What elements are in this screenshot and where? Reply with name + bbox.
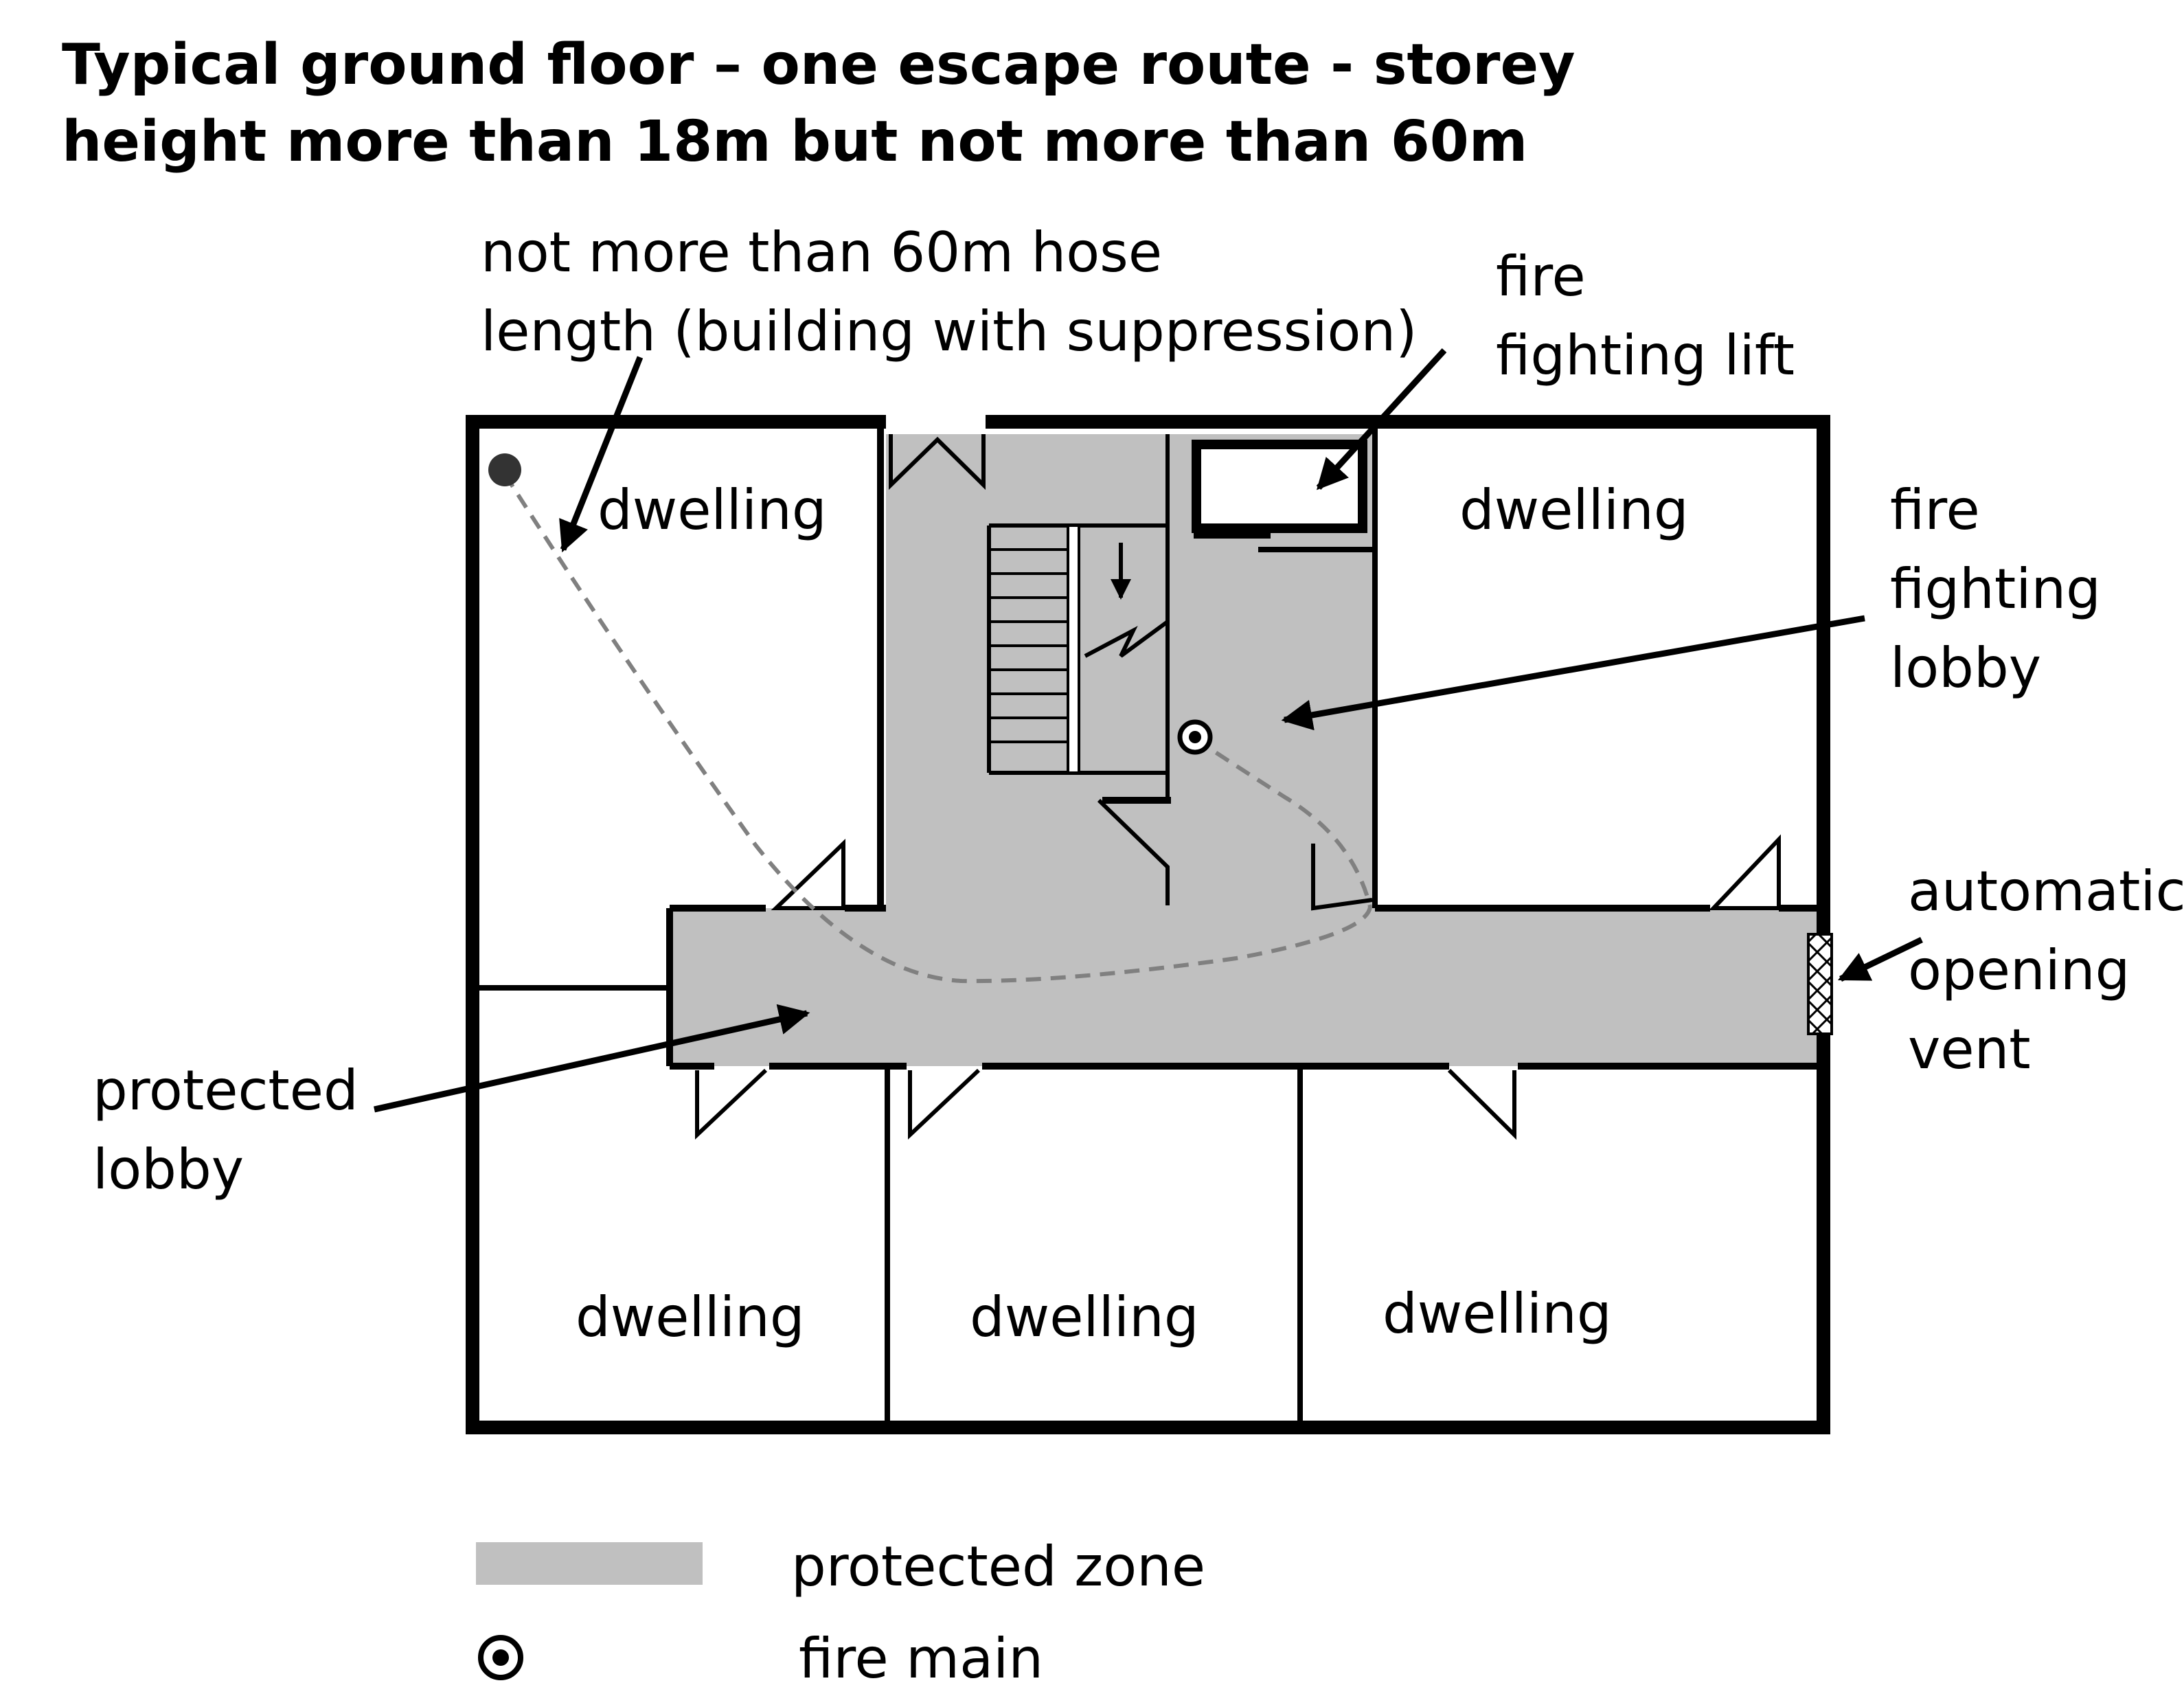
double-door-stair-entry [889,434,986,490]
vent-note-line-1: automatic [1908,859,2184,923]
automatic-opening-vent [1807,933,1833,1035]
hose-route-dashed-line [503,473,1373,984]
hose-note-line-1: not more than 60m hose [481,221,1162,284]
protected-lobby-note-line-1: protected [93,1059,359,1122]
title-line-1: Typical ground floor – one escape route … [62,32,1576,98]
vent-note-line-3: vent [1908,1017,2031,1081]
door-bottom-right-dwelling [1447,1068,1516,1140]
building-outer-walls [466,415,1830,1434]
hose-start-point [488,453,521,486]
ff-lobby-note-line-1: fire [1890,478,1980,542]
legend-fire-main-label: fire main [799,1627,1043,1691]
interior-walls [473,422,1823,1427]
door-top-right-dwelling [1709,834,1781,910]
hose-note-arrow [559,356,644,553]
lift-car [1192,440,1367,533]
hose-note-line-2: length (building with suppression) [481,300,1417,363]
fire-main-icon [1177,719,1213,755]
vent-note-line-2: opening [1908,938,2130,1002]
vent-note-arrow [1837,936,1923,982]
ff-lobby-note-line-3: lobby [1890,636,2041,700]
lift-note-line-1: fire [1496,245,1586,308]
door-bottom-left-dwelling [695,1068,768,1140]
legend-fire-main-icon [478,1635,523,1680]
door-ff-lobby [1311,844,1373,911]
legend-protected-zone-swatch [476,1542,703,1585]
door-top-left-dwelling [771,838,845,910]
stair-door-stop [1102,797,1171,804]
protected-lobby-note-arrow [374,1004,810,1113]
room-label-bottom-middle: dwelling [970,1285,1199,1349]
room-label-top-left: dwelling [598,478,827,542]
door-bottom-middle-dwelling [908,1068,981,1140]
legend: protected zone fire main [476,1535,1205,1691]
stair-door-swing [1097,798,1170,905]
staircase [987,434,1170,800]
ff-lobby-note-line-2: fighting [1890,557,2101,621]
lift-note-line-2: fighting lift [1496,324,1795,387]
protected-lobby-corridor [670,908,1817,1066]
door-swings [695,434,1781,1140]
room-label-top-right: dwelling [1459,478,1689,542]
lift-note-arrow [1316,348,1447,490]
legend-protected-zone-label: protected zone [791,1535,1205,1599]
room-label-bottom-left: dwelling [576,1285,805,1349]
protected-lobby-note-line-2: lobby [93,1138,244,1201]
title-line-2: height more than 18m but not more than 6… [62,109,1527,174]
ff-lobby-note-arrow [1281,615,1865,731]
room-label-bottom-right: dwelling [1383,1282,1612,1346]
